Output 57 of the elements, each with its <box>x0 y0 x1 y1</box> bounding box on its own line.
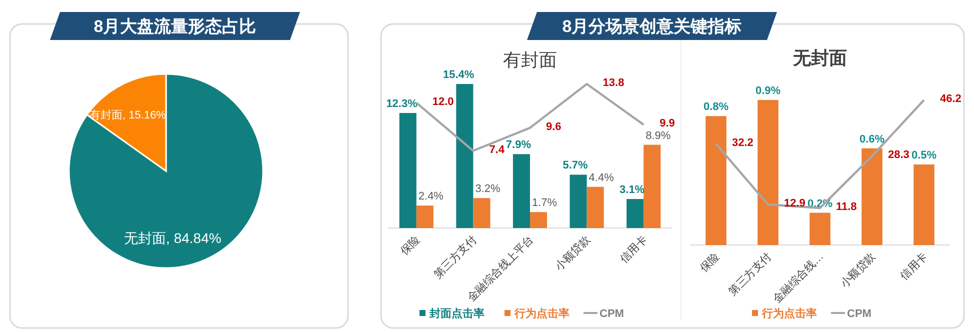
legend-label: 封面点击率 <box>428 307 484 320</box>
data-label: 9.9 <box>660 118 675 130</box>
data-label: 8.9% <box>646 130 671 142</box>
x-tick-label: 保险 <box>398 234 423 258</box>
data-label: 46.2 <box>940 93 962 105</box>
bar <box>706 116 726 245</box>
legend-label: 行为点击率 <box>514 307 570 320</box>
data-label: 5.7% <box>562 160 588 172</box>
data-label: 7.4 <box>489 144 506 156</box>
chart-title: 8月分场景创意关键指标 <box>562 17 742 36</box>
bar <box>758 100 778 245</box>
slice-label: 无封面, 84.84% <box>124 230 222 246</box>
bar <box>862 148 882 245</box>
x-tick-label: 信用卡 <box>617 232 650 266</box>
data-label: 11.8 <box>836 200 857 213</box>
bar <box>570 174 587 228</box>
bar <box>586 186 604 228</box>
bar <box>456 84 474 228</box>
bar <box>530 212 548 228</box>
bar <box>644 144 661 228</box>
x-tick-label: 信用卡 <box>898 250 930 282</box>
x-tick-label: 第三方支付 <box>431 232 480 282</box>
x-tick-label: 小额贷款 <box>838 250 878 290</box>
bar <box>626 199 644 228</box>
data-label: 13.8 <box>602 77 624 89</box>
data-label: 2.4% <box>418 190 444 203</box>
data-label: 3.2% <box>475 183 500 196</box>
bar <box>810 212 830 245</box>
data-label: 9.6 <box>546 120 562 133</box>
data-label: 32.2 <box>732 136 754 149</box>
chart-title: 8月大盘流量形态占比 <box>94 17 256 36</box>
bar <box>914 164 934 245</box>
slice-label: 有封面, 15.16% <box>90 108 166 122</box>
bar <box>512 154 530 228</box>
legend-label: 行为点击率 <box>761 307 817 320</box>
data-label: 12.3% <box>386 98 418 110</box>
data-label: 7.9% <box>506 139 532 152</box>
chart-subtitle: 有封面 <box>503 50 557 70</box>
legend-label: CPM <box>847 308 872 320</box>
bar <box>399 112 416 228</box>
data-label: 4.4% <box>588 172 614 184</box>
data-label: 0.9% <box>755 85 781 97</box>
data-label: 15.4% <box>442 69 474 81</box>
data-label: 0.6% <box>859 133 885 146</box>
x-tick-label: 保险 <box>698 250 722 275</box>
bar <box>416 206 434 228</box>
data-label: 1.7% <box>532 197 558 210</box>
legend-label: CPM <box>600 308 624 320</box>
bar <box>473 198 490 228</box>
data-label: 12.0 <box>432 96 454 108</box>
chart-title: 无封面 <box>792 48 847 68</box>
data-label: 0.8% <box>703 101 729 114</box>
pie-slice <box>68 73 264 269</box>
data-label: 12.9 <box>784 198 806 210</box>
data-label: 0.5% <box>911 149 937 162</box>
x-tick-label: 小额贷款 <box>552 232 593 274</box>
data-label: 28.3 <box>888 149 910 162</box>
